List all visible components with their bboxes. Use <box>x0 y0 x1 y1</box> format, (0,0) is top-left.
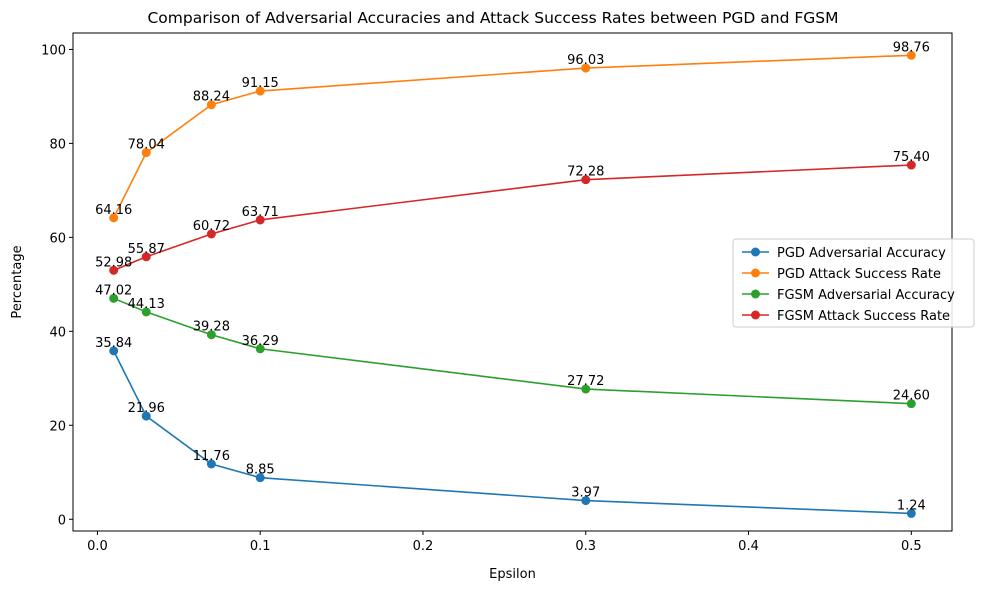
data-point <box>581 384 591 394</box>
data-label: 44.13 <box>128 297 165 312</box>
series-line-2 <box>113 297 912 405</box>
data-label: 91.15 <box>242 76 279 91</box>
data-point <box>255 344 265 354</box>
plot-area: 0.0 0.1 0.2 0.3 0.4 0.5 0 20 40 60 80 100 35.84 21.96… <box>41 40 930 554</box>
legend: PGD Adversarial Accuracy PGD Attack Succe… <box>732 238 975 328</box>
series-line-3 <box>113 164 912 272</box>
data-point <box>109 346 119 356</box>
data-point <box>906 50 916 60</box>
y-tick-label: 80 <box>49 137 66 152</box>
data-point <box>141 307 151 317</box>
x-tick-label: 0.5 <box>901 539 922 554</box>
legend-marker-3 <box>751 310 760 320</box>
data-label: 35.84 <box>95 336 132 351</box>
data-label: 52.98 <box>95 255 132 270</box>
x-tick-label: 0.4 <box>738 539 759 554</box>
data-label: 55.87 <box>128 242 165 257</box>
data-point <box>141 252 151 262</box>
data-point <box>906 160 916 170</box>
data-label: 36.29 <box>242 334 279 349</box>
data-label: 47.02 <box>95 283 132 298</box>
legend-label: PGD Attack Success Rate <box>777 267 941 282</box>
series-line-1 <box>112 54 912 219</box>
y-axis-label: Percentage <box>10 245 25 318</box>
data-label: 75.40 <box>893 150 930 165</box>
data-label: 78.04 <box>128 138 165 153</box>
data-label: 96.03 <box>567 53 604 68</box>
chart-title: Comparison of Adversarial Accuracies and… <box>147 9 838 27</box>
data-label: 72.28 <box>567 165 604 180</box>
data-point <box>255 215 265 225</box>
data-label: 24.60 <box>893 389 930 404</box>
data-label: 88.24 <box>193 90 230 105</box>
data-point <box>255 473 265 483</box>
legend-label: PGD Adversarial Accuracy <box>777 246 946 261</box>
data-label: 63.71 <box>242 205 279 220</box>
legend-label: FGSM Attack Success Rate <box>777 309 950 324</box>
data-point <box>141 148 151 158</box>
data-label: 60.72 <box>193 219 230 234</box>
x-tick-label: 0.0 <box>87 539 108 554</box>
y-tick-label: 100 <box>41 43 66 58</box>
y-tick-label: 20 <box>49 419 66 434</box>
legend-marker-2 <box>751 289 760 299</box>
data-label: 1.24 <box>897 498 926 513</box>
data-label: 64.16 <box>95 203 132 218</box>
data-point <box>255 86 265 96</box>
data-point <box>206 100 216 110</box>
y-tick-label: 60 <box>49 231 66 246</box>
data-label: 21.96 <box>128 401 165 416</box>
x-axis-label: Epsilon <box>489 567 536 582</box>
data-label: 39.28 <box>193 320 230 335</box>
data-label: 11.76 <box>193 449 230 464</box>
y-tick-label: 0 <box>58 513 66 528</box>
data-point <box>109 293 119 303</box>
data-point <box>581 496 591 506</box>
data-label: 27.72 <box>567 374 604 389</box>
data-point <box>206 330 216 340</box>
data-point <box>141 411 151 421</box>
data-point <box>109 265 119 275</box>
series-line-0 <box>112 350 912 515</box>
legend-marker-0 <box>751 247 760 257</box>
data-label: 8.85 <box>246 463 275 478</box>
data-point <box>906 399 916 409</box>
data-point <box>109 213 119 223</box>
legend-marker-1 <box>751 268 760 278</box>
data-point <box>581 175 591 185</box>
legend-box <box>732 238 975 328</box>
x-tick-label: 0.2 <box>413 539 434 554</box>
x-tick-label: 0.1 <box>250 539 271 554</box>
data-point <box>206 459 216 469</box>
data-point <box>906 508 916 518</box>
legend-label: FGSM Adversarial Accuracy <box>777 288 955 303</box>
x-tick-label: 0.3 <box>575 539 596 554</box>
data-label: 98.76 <box>893 40 930 55</box>
data-label: 3.97 <box>571 486 600 501</box>
data-point <box>581 63 591 73</box>
data-point <box>206 229 216 239</box>
y-tick-label: 40 <box>49 325 66 340</box>
